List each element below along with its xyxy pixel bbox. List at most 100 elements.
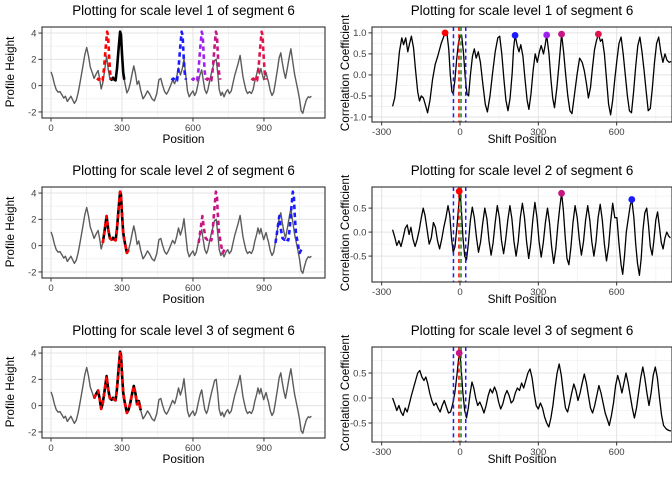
chart-title: Plotting for scale level 3 of segment 6 (72, 323, 295, 338)
y-tick-label: 0.5 (353, 49, 366, 60)
highlight-segment (109, 30, 126, 82)
x-tick-label: 0 (457, 287, 462, 298)
match-overlay-magenta (204, 30, 222, 82)
x-axis-label: Position (162, 452, 205, 466)
x-tick-label: 600 (609, 287, 625, 298)
y-tick-label: 4 (31, 348, 37, 359)
x-tick-label: 300 (114, 283, 130, 294)
peak-dot-crimson (594, 30, 602, 38)
x-tick-label: 0 (48, 123, 53, 134)
panel-border (371, 186, 672, 283)
x-tick-label: -300 (372, 127, 391, 138)
chart-title: Plotting for scale level 1 of segment 6 (410, 3, 634, 18)
y-tick-label: 0 (31, 81, 36, 92)
chart-cell-correlation-1: -300 0 300 600 -1.0 -0.5 0.0 0.5 1.0 Plotting fo… (336, 0, 672, 160)
x-tick-label: 0 (48, 283, 53, 294)
y-tick-label: -0.5 (350, 91, 367, 102)
y-tick-label: 4 (31, 28, 37, 39)
correlation-line (391, 352, 672, 432)
x-tick-label: -300 (372, 287, 391, 298)
chart-title: Plotting for scale level 2 of segment 6 (72, 163, 295, 178)
x-tick-label: 300 (530, 127, 546, 138)
profile-chart-1-svg: 0 300 600 900 -2 0 2 4 (28, 26, 326, 134)
y-tick-label: 2 (31, 215, 36, 226)
match-overlay-blue (170, 30, 188, 82)
match-overlay-red (96, 30, 113, 82)
y-tick-label: -2 (28, 267, 37, 278)
chart-cell-correlation-2: -300 0 300 600 -0.5 0.0 0.5 Plotting for scale… (336, 160, 672, 320)
x-axis-label: Position (162, 132, 205, 146)
x-tick-label: 900 (256, 443, 272, 454)
peak-dot-red (441, 29, 449, 37)
correlation-line (391, 32, 672, 116)
chart-cell-profile-1: 0 300 600 900 -2 0 2 4 Plotting for scale level… (0, 0, 336, 160)
x-tick-label: 600 (185, 443, 201, 454)
peak-dot-red (455, 187, 463, 195)
y-tick-label: 0.5 (353, 368, 366, 379)
correlation-chart-2-svg: -300 0 300 600 -0.5 0.0 0.5 (350, 186, 672, 298)
y-tick-label: 0.0 (353, 70, 366, 81)
match-overlay-red (92, 350, 142, 415)
y-tick-label: 0 (31, 401, 36, 412)
x-tick-label: 300 (114, 443, 130, 454)
chart-cell-profile-3: 0 300 600 900 -2 0 2 4 Plotting for scale level… (0, 320, 336, 480)
match-overlay-magenta (197, 190, 226, 255)
x-tick-label: 300 (530, 287, 546, 298)
y-tick-label: 0 (31, 241, 36, 252)
y-axis-label: Profile Height (3, 36, 17, 108)
chart-cell-profile-2: 0 300 600 900 -2 0 2 4 Plotting for scale level… (0, 160, 336, 320)
panel-border (371, 346, 672, 443)
x-axis-label: Shift Position (487, 452, 557, 466)
peak-dot-blue (628, 196, 636, 203)
x-axis-label: Shift Position (487, 132, 557, 146)
peak-dot-blue (511, 32, 519, 39)
panel-border (41, 186, 326, 279)
x-axis-label: Shift Position (487, 292, 557, 306)
x-tick-label: 600 (185, 123, 201, 134)
y-tick-label: 2 (31, 55, 36, 66)
peak-dot-magenta (558, 30, 565, 38)
panel-border (41, 346, 326, 439)
x-tick-label: -300 (372, 447, 391, 458)
profile-chart-3-svg: 0 300 600 900 -2 0 2 4 (28, 346, 326, 454)
y-tick-label: -0.5 (350, 418, 367, 429)
x-tick-label: 0 (457, 447, 462, 458)
x-tick-label: 0 (48, 443, 53, 454)
y-tick-label: 0.5 (353, 203, 366, 214)
profile-line (50, 31, 312, 114)
chart-title: Plotting for scale level 2 of segment 6 (410, 163, 634, 178)
peak-dot-purple (543, 31, 551, 39)
y-tick-label: 1.0 (353, 28, 366, 39)
y-tick-label: 2 (31, 375, 36, 386)
x-tick-label: 0 (457, 127, 462, 138)
x-tick-label: 600 (185, 283, 201, 294)
peak-dot-magenta (558, 189, 565, 197)
y-tick-label: -2 (28, 107, 37, 118)
match-overlay-crimson (250, 30, 268, 82)
profile-chart-2-svg: 0 300 600 900 -2 0 2 4 (28, 186, 326, 294)
y-tick-label: -0.5 (350, 251, 367, 262)
y-tick-label: 4 (31, 188, 37, 199)
x-tick-label: 600 (609, 127, 625, 138)
y-tick-label: 0.0 (353, 227, 366, 238)
y-axis-label: Profile Height (3, 196, 17, 268)
match-overlay-blue (274, 190, 303, 255)
profile-line (50, 191, 312, 274)
x-tick-label: 300 (114, 123, 130, 134)
y-tick-label: -2 (28, 427, 37, 438)
correlation-line (391, 189, 671, 276)
chart-title: Plotting for scale level 1 of segment 6 (72, 3, 295, 18)
match-overlay-purple (190, 30, 208, 82)
x-axis-label: Position (162, 292, 205, 306)
x-tick-label: 900 (256, 283, 272, 294)
x-tick-label: 300 (530, 447, 546, 458)
y-tick-label: 0.0 (353, 393, 366, 404)
y-axis-label: Profile Height (3, 356, 17, 428)
panel-background (372, 347, 672, 442)
x-tick-label: 600 (609, 447, 625, 458)
correlation-chart-3-svg: -300 0 300 600 -0.5 0.0 0.5 (350, 346, 672, 458)
chart-title: Plotting for scale level 3 of segment 6 (410, 323, 634, 338)
correlation-chart-1-svg: -300 0 300 600 -1.0 -0.5 0.0 0.5 1.0 (350, 26, 672, 138)
y-axis-label: Correlation Coefficient (338, 14, 352, 132)
